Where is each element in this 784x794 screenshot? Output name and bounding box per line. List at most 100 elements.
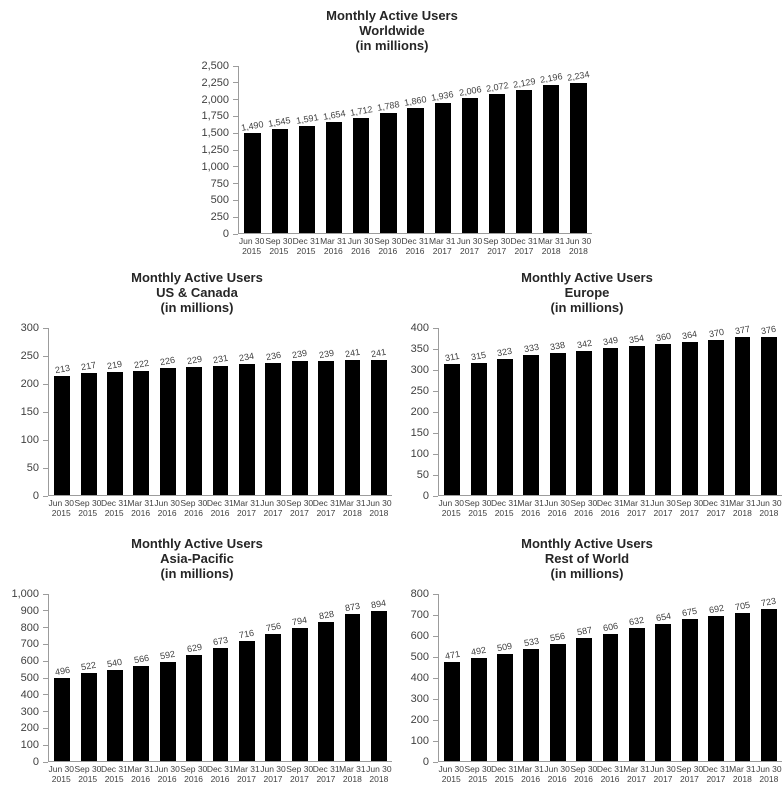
- x-tick-label: Jun 30 2016: [347, 236, 374, 256]
- bar: [265, 634, 282, 761]
- x-tick-label: Sep 30 2017: [286, 764, 314, 784]
- y-tick-label: 1,250: [201, 144, 229, 156]
- y-tick-mark: [433, 635, 438, 637]
- bar-value-label: 241: [370, 346, 388, 360]
- chart-body: 400 350 300 250 200 150 100 50 0 311 315 323 333 338 3…: [392, 322, 782, 518]
- bar-value-label: 2,072: [485, 80, 509, 94]
- x-tick-label-year: 2016: [157, 774, 177, 784]
- bar-slot: 673: [207, 635, 233, 761]
- plot-area: 1,490 1,545 1,591 1,654 1,712 1,788 1,860 1,936…: [238, 66, 592, 234]
- bar-slot: 376: [756, 324, 782, 495]
- y-tick-label: 200: [410, 406, 429, 418]
- x-tick-label-year: 2015: [104, 508, 124, 518]
- y-tick-label: 0: [422, 756, 429, 768]
- x-tick-label-year: 2016: [547, 774, 567, 784]
- bar-slot: 492: [465, 645, 491, 761]
- y-tick: 1,500: [201, 127, 238, 139]
- x-tick-label: Dec 31 2015: [491, 764, 518, 784]
- x-tick-label: Sep 30 2016: [374, 236, 401, 256]
- y-tick: 800: [21, 622, 48, 634]
- y-tick: 1,000: [11, 588, 48, 600]
- bar: [602, 348, 619, 495]
- bar-value-label: 217: [80, 359, 97, 373]
- chart-title-line: Asia-Pacific: [160, 551, 234, 566]
- chart-title-line: Monthly Active Users: [521, 536, 653, 551]
- bar-slot: 241: [339, 347, 365, 495]
- y-tick: 100: [21, 434, 48, 446]
- bar: [353, 118, 370, 233]
- bar-value-label: 360: [655, 330, 672, 344]
- bar: [444, 364, 461, 495]
- y-tick-mark: [433, 593, 438, 595]
- x-tick-label-year: 2017: [289, 508, 309, 518]
- y-tick: 300: [21, 322, 48, 334]
- x-tick-label-date: Jun 30: [565, 236, 592, 246]
- y-tick-label: 0: [222, 228, 229, 240]
- bar-value-label: 1,712: [349, 104, 374, 118]
- chart-title: Monthly Active Users Rest of World (in mil…: [392, 536, 782, 581]
- bar-value-label: 794: [291, 614, 308, 628]
- bar-value-label: 606: [602, 620, 619, 634]
- x-tick-label-year: 2017: [289, 774, 309, 784]
- x-tick-label-year: 2016: [547, 508, 567, 518]
- plot-area: 213 217 219 222 226 229 231 234 236 239 239 241 241: [48, 328, 392, 496]
- x-tick-label-date: Jun 30: [756, 498, 782, 508]
- bar-slot: 226: [155, 355, 181, 495]
- x-tick-label: Dec 31 2017: [703, 764, 730, 784]
- x-tick-label: Mar 31 2016: [320, 236, 347, 256]
- y-tick-label: 750: [210, 177, 229, 190]
- chart-asia-pacific: Monthly Active Users Asia-Pacific (in mill…: [2, 536, 392, 784]
- chart-body: 300 250 200 150 100 50 0 213 217 219 222 226 229 231 2…: [2, 322, 392, 518]
- x-tick-label: Jun 30 2017: [260, 498, 286, 518]
- x-tick-label: Dec 31 2015: [491, 498, 518, 518]
- y-tick: 0: [423, 756, 438, 768]
- x-tick-label-date: Sep 30: [286, 764, 314, 774]
- bar-value-label: 716: [238, 627, 256, 641]
- bar-slot: 592: [155, 649, 181, 761]
- y-tick-label: 150: [410, 427, 429, 439]
- y-tick: 600: [411, 630, 438, 642]
- y-tick-mark: [233, 115, 238, 117]
- x-tick-label-year: 2016: [157, 508, 177, 518]
- x-tick-label: Jun 30 2017: [650, 764, 676, 784]
- y-tick-label: 250: [20, 350, 39, 362]
- bar-value-label: 1,591: [294, 112, 319, 126]
- x-tick-label-date: Jun 30: [438, 764, 464, 774]
- x-tick-label-year: 2016: [574, 774, 594, 784]
- x-tick-label-year: 2018: [342, 774, 362, 784]
- bar-value-label: 2,196: [539, 71, 564, 85]
- y-tick: 1,000: [201, 161, 238, 173]
- x-tick-label: Dec 31 2017: [313, 498, 340, 518]
- y-tick-label: 50: [416, 469, 429, 481]
- y-tick: 0: [33, 756, 48, 768]
- y-tick-label: 350: [410, 343, 429, 355]
- x-tick-label: Sep 30 2016: [570, 498, 597, 518]
- y-tick-mark: [233, 82, 238, 84]
- x-tick-label-year: 2018: [732, 508, 752, 518]
- x-tick-label-year: 2017: [263, 774, 283, 784]
- bar-slot: 315: [465, 350, 491, 495]
- bar: [239, 364, 255, 495]
- y-tick-label: 200: [20, 722, 39, 735]
- y-tick: 200: [21, 378, 48, 390]
- bar: [133, 371, 150, 495]
- y-tick-mark: [433, 495, 438, 497]
- y-tick: 100: [411, 735, 438, 747]
- x-tick-label-year: 2016: [184, 774, 204, 784]
- bar-value-label: 2,129: [512, 76, 537, 90]
- bar-value-label: 756: [265, 620, 282, 634]
- x-tick-label-date: Dec 31: [292, 236, 320, 246]
- x-axis: Jun 30 2015 Sep 30 2015 Dec 31 2015 Mar 31 2016…: [48, 498, 392, 518]
- bar-value-label: 311: [444, 350, 461, 364]
- bar: [655, 344, 672, 495]
- x-tick-label-date: Jun 30: [154, 764, 180, 774]
- bar-slot: 675: [677, 606, 703, 761]
- bar-slot: 1,490: [239, 119, 266, 233]
- x-tick-label-year: 2016: [351, 246, 371, 256]
- x-tick-label-year: 2017: [237, 774, 256, 784]
- x-tick-label-year: 2016: [184, 508, 204, 518]
- y-tick: 100: [411, 448, 438, 460]
- plot-column: 471 492 509 533 556 587 606 632 654 675 692 705 723 J…: [438, 594, 782, 784]
- x-tick-label-year: 2017: [653, 508, 673, 518]
- bar-value-label: 533: [523, 635, 540, 649]
